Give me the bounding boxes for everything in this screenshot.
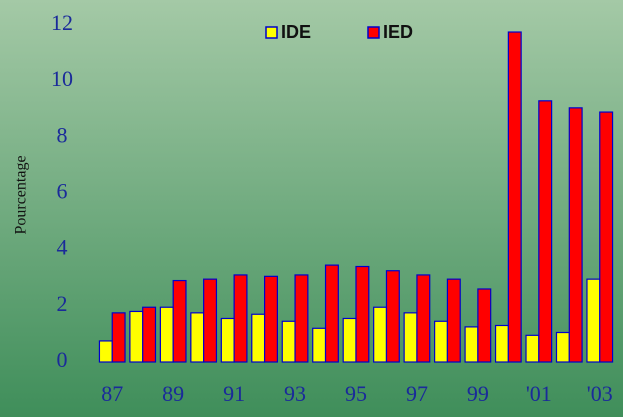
bar	[233, 274, 248, 363]
x-tick-label: 87	[101, 381, 123, 406]
y-tick-label: 0	[57, 347, 68, 372]
bar	[263, 275, 278, 363]
bar	[281, 320, 296, 363]
legend-swatch	[367, 26, 380, 39]
y-tick-label: 6	[57, 179, 68, 204]
bar	[599, 111, 614, 363]
bar	[494, 324, 509, 363]
bar	[586, 278, 601, 363]
bar	[568, 107, 583, 363]
bar	[373, 306, 388, 363]
x-tick-label: 89	[162, 381, 184, 406]
x-tick-label: 93	[284, 381, 306, 406]
bar	[507, 31, 522, 363]
bar	[525, 334, 540, 363]
bar	[203, 278, 218, 363]
bar	[111, 312, 126, 363]
bar	[464, 326, 479, 363]
legend-swatch	[265, 26, 278, 39]
y-tick-label: 8	[57, 122, 68, 147]
bar	[190, 312, 205, 363]
bar	[416, 274, 431, 363]
bar	[294, 274, 309, 363]
bar	[446, 278, 461, 363]
bar	[324, 264, 339, 363]
bar	[355, 265, 370, 363]
y-tick-label: 2	[57, 291, 68, 316]
bar	[385, 270, 400, 363]
x-tick-label: 97	[406, 381, 428, 406]
bar	[434, 320, 449, 363]
y-tick-label: 4	[57, 235, 68, 260]
x-tick-label: '03	[587, 381, 613, 406]
legend-label: IED	[383, 22, 413, 42]
bar	[172, 279, 187, 363]
bar	[98, 340, 113, 363]
bar	[555, 331, 570, 363]
bar	[538, 100, 553, 363]
bar	[251, 313, 266, 363]
x-tick-label: 91	[223, 381, 245, 406]
bar	[312, 327, 327, 363]
x-tick-label: 95	[345, 381, 367, 406]
y-axis-label: Pourcentage	[13, 155, 30, 234]
bar	[342, 317, 357, 363]
legend-label: IDE	[281, 22, 311, 42]
bar	[220, 317, 235, 363]
bar	[159, 306, 174, 363]
y-tick-label: 12	[51, 10, 73, 35]
bar	[403, 312, 418, 363]
x-tick-label: '01	[526, 381, 552, 406]
bar	[142, 306, 157, 363]
y-tick-label: 10	[51, 66, 73, 91]
bar	[129, 310, 144, 363]
bar	[477, 288, 492, 363]
x-tick-label: 99	[467, 381, 489, 406]
